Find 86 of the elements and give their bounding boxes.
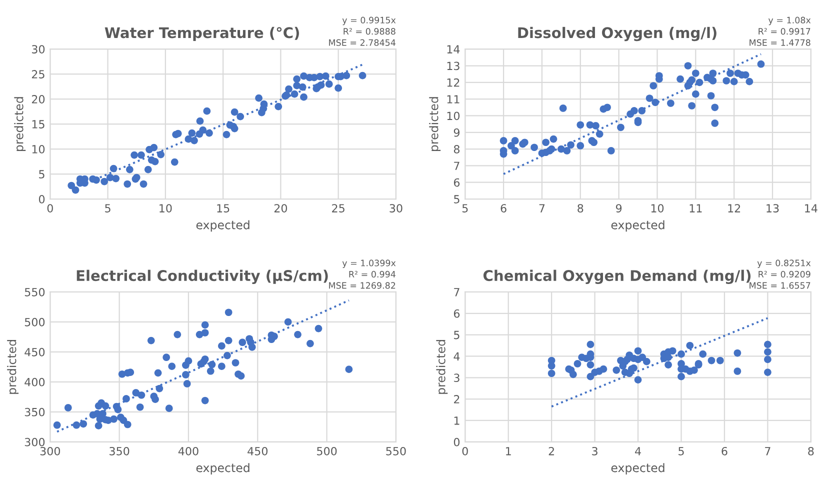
y-tick-label: 11: [447, 95, 460, 104]
chart-title: Water Temperature (°C): [104, 26, 299, 42]
x-tick-label: 30: [390, 204, 402, 212]
x-tick-label: 6: [722, 446, 728, 456]
chart-title: Chemical Oxygen Demand (mg/l): [483, 270, 751, 284]
y-axis-title: predicted: [14, 97, 26, 151]
x-tick-label: 350: [110, 446, 130, 456]
text: y = 0.8251x: [757, 260, 811, 268]
y-tick-label: 5: [454, 195, 460, 204]
y-tick-label: 10: [32, 145, 45, 154]
y-tick-label: 15: [32, 120, 44, 128]
x-tick-label: 6: [500, 204, 506, 212]
y-tick-label: 4: [454, 352, 460, 360]
x-tick-label: 12: [728, 204, 740, 212]
y-tick-label: 400: [24, 378, 45, 386]
chart-title: Electrical Conductivity (µS/cm): [76, 270, 328, 284]
text: y = 0.9915x: [342, 16, 396, 26]
y-tick-label: 7: [454, 162, 460, 170]
y-axis-title: predicted: [429, 97, 441, 151]
x-axis-title: expected: [196, 463, 250, 474]
x-tick-label: 20: [274, 204, 288, 212]
y-tick-label: 9: [454, 128, 460, 137]
y-tick-label: 1: [454, 416, 460, 425]
x-tick-label: 15: [217, 204, 230, 212]
text: MSE = 2.78454: [329, 39, 396, 46]
x-tick-label: 1: [506, 447, 511, 456]
chart-title: Dissolved Oxygen (mg/l): [518, 26, 716, 42]
y-axis-title: predicted: [436, 340, 448, 394]
y-tick-label: 7: [454, 288, 460, 296]
y-tick-label: 550: [24, 288, 45, 296]
text: MSE = 1.6557: [750, 282, 810, 289]
x-tick-label: 7: [539, 204, 545, 212]
x-tick-label: 0: [462, 446, 468, 456]
x-tick-label: 5: [462, 204, 468, 212]
x-tick-label: 400: [178, 446, 198, 456]
x-tick-label: 500: [317, 446, 337, 456]
y-tick-label: 2: [454, 395, 460, 404]
y-tick-label: 5: [454, 330, 460, 340]
y-tick-label: 8: [454, 145, 460, 154]
y-tick-label: 300: [24, 438, 45, 446]
x-tick-label: 13: [766, 204, 779, 212]
x-tick-label: 10: [160, 204, 172, 212]
x-tick-label: 8: [808, 446, 814, 456]
text: MSE = 1269.82: [329, 282, 396, 289]
text: R² = 0.9209: [758, 270, 810, 278]
x-axis-title: expected: [196, 220, 250, 232]
text: R² = 0.9917: [758, 28, 810, 35]
y-tick-label: 6: [454, 178, 460, 187]
x-tick-label: 4: [635, 447, 641, 456]
y-tick-label: 350: [24, 408, 45, 416]
y-tick-label: 3: [454, 374, 460, 382]
text: R² = 0.994: [349, 270, 396, 278]
x-tick-label: 8: [578, 204, 584, 212]
y-tick-label: 12: [447, 78, 460, 87]
x-tick-label: 11: [690, 204, 702, 212]
x-tick-label: 5: [678, 447, 684, 456]
x-tick-label: 450: [248, 446, 268, 456]
y-tick-label: 10: [447, 112, 460, 120]
x-tick-label: 0: [47, 204, 53, 212]
text: y = 1.0399x: [342, 260, 396, 268]
x-axis-title: expected: [611, 463, 664, 474]
y-tick-label: 25: [32, 70, 44, 78]
y-tick-label: 0: [454, 438, 460, 446]
y-tick-label: 13: [447, 62, 460, 70]
x-tick-label: 5: [105, 204, 110, 212]
y-tick-label: 14: [447, 45, 460, 54]
x-tick-label: 9: [616, 204, 622, 212]
x-tick-label: 550: [386, 446, 406, 456]
y-axis-title: predicted: [7, 340, 19, 394]
x-tick-label: 14: [805, 204, 818, 212]
x-tick-label: 25: [332, 204, 344, 212]
text: MSE = 1.4778: [750, 39, 810, 46]
x-tick-label: 7: [765, 447, 770, 456]
y-tick-label: 30: [32, 45, 45, 54]
text: R² = 0.9888: [344, 28, 396, 35]
y-tick-label: 6: [454, 309, 460, 318]
x-tick-label: 2: [548, 446, 554, 456]
x-tick-label: 10: [651, 204, 664, 212]
y-tick-label: 450: [24, 348, 45, 356]
x-tick-label: 3: [592, 446, 598, 456]
y-tick-label: 0: [38, 195, 45, 204]
x-axis-title: expected: [611, 220, 664, 232]
y-tick-label: 5: [39, 170, 44, 178]
y-tick-label: 500: [24, 318, 45, 326]
y-tick-label: 20: [32, 95, 45, 104]
text: y = 1.08x: [768, 16, 811, 26]
